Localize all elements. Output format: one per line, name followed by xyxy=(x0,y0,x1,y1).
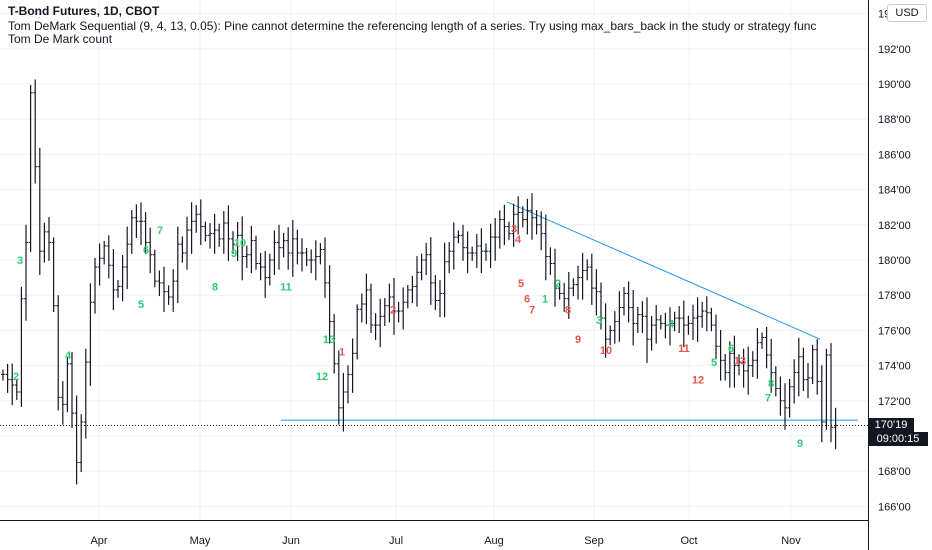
y-tick-label: 168'00 xyxy=(878,466,911,478)
count-marker-buy: 9 xyxy=(797,438,803,450)
x-tick-label: Aug xyxy=(484,535,504,547)
y-tick-label: 178'00 xyxy=(878,290,911,302)
grid-lines xyxy=(0,0,868,520)
count-marker-buy: 11 xyxy=(280,281,292,293)
count-marker-sell: 1 xyxy=(339,347,345,359)
x-tick-label: Apr xyxy=(90,535,107,547)
count-marker-buy: 7 xyxy=(157,225,163,237)
count-marker-buy: 6 xyxy=(728,343,734,355)
y-tick-label: 174'00 xyxy=(878,361,911,373)
y-tick-label: 180'00 xyxy=(878,255,911,267)
y-tick-label: 186'00 xyxy=(878,149,911,161)
y-tick-label: 166'00 xyxy=(878,501,911,513)
y-tick-label: 190'00 xyxy=(878,79,911,91)
indicator-error-text: Tom DeMark Sequential (9, 4, 13, 0.05): … xyxy=(8,19,817,33)
count-marker-sell: 6 xyxy=(524,294,530,306)
x-tick-label: Jul xyxy=(389,535,403,547)
count-marker-sell: 4 xyxy=(515,234,522,246)
bar-countdown-label: 09:00:15 xyxy=(868,432,928,446)
count-markers: 3246758910111213123456712893104111256137… xyxy=(13,223,803,450)
count-marker-buy: 5 xyxy=(711,357,717,369)
count-marker-sell: 3 xyxy=(511,223,517,235)
y-tick-label: 182'00 xyxy=(878,220,911,232)
count-marker-buy: 8 xyxy=(212,281,218,293)
count-marker-sell: 9 xyxy=(575,334,581,346)
x-tick-label: May xyxy=(190,535,211,547)
chart-title: T-Bond Futures, 1D, CBOT xyxy=(8,4,160,18)
count-marker-sell: 12 xyxy=(692,375,704,387)
price-axis: 166'00168'00170'00172'00174'00176'00178'… xyxy=(0,0,911,550)
count-marker-sell: 10 xyxy=(600,345,612,357)
count-marker-buy: 2 xyxy=(13,371,19,383)
count-marker-buy: 3 xyxy=(17,255,23,267)
count-marker-sell: 8 xyxy=(565,304,571,316)
count-marker-sell: 2 xyxy=(390,304,396,316)
count-marker-buy: 4 xyxy=(668,318,675,330)
count-marker-buy: 7 xyxy=(765,392,771,404)
count-marker-buy: 2 xyxy=(555,278,561,290)
count-marker-buy: 4 xyxy=(65,350,72,362)
count-marker-sell: 13 xyxy=(734,355,746,367)
y-tick-label: 184'00 xyxy=(878,185,911,197)
resistance-trendline[interactable] xyxy=(506,201,821,340)
currency-button[interactable]: USD xyxy=(887,4,927,22)
trend-lines xyxy=(0,201,868,426)
count-marker-buy: 3 xyxy=(596,315,602,327)
count-marker-buy: 10 xyxy=(234,237,246,249)
count-marker-sell: 7 xyxy=(529,304,535,316)
y-tick-label: 192'00 xyxy=(878,44,911,56)
count-marker-buy: 8 xyxy=(768,378,774,390)
count-marker-buy: 13 xyxy=(323,334,335,346)
x-tick-label: Nov xyxy=(781,535,801,547)
y-tick-label: 176'00 xyxy=(878,325,911,337)
count-marker-buy: 6 xyxy=(143,244,149,256)
count-marker-buy: 12 xyxy=(316,371,328,383)
x-tick-label: Oct xyxy=(680,535,697,547)
x-tick-label: Jun xyxy=(282,535,300,547)
count-marker-sell: 11 xyxy=(678,343,690,355)
y-tick-label: 188'00 xyxy=(878,114,911,126)
count-marker-sell: 5 xyxy=(518,278,524,290)
indicator-name[interactable]: Tom De Mark count xyxy=(8,32,113,46)
count-marker-buy: 9 xyxy=(231,248,237,260)
x-tick-label: Sep xyxy=(584,535,604,547)
count-marker-buy: 5 xyxy=(138,299,144,311)
ohlc-bars xyxy=(1,79,838,485)
current-price-label: 170'19 xyxy=(868,418,914,432)
y-tick-label: 172'00 xyxy=(878,396,911,408)
count-marker-buy: 1 xyxy=(542,294,548,306)
